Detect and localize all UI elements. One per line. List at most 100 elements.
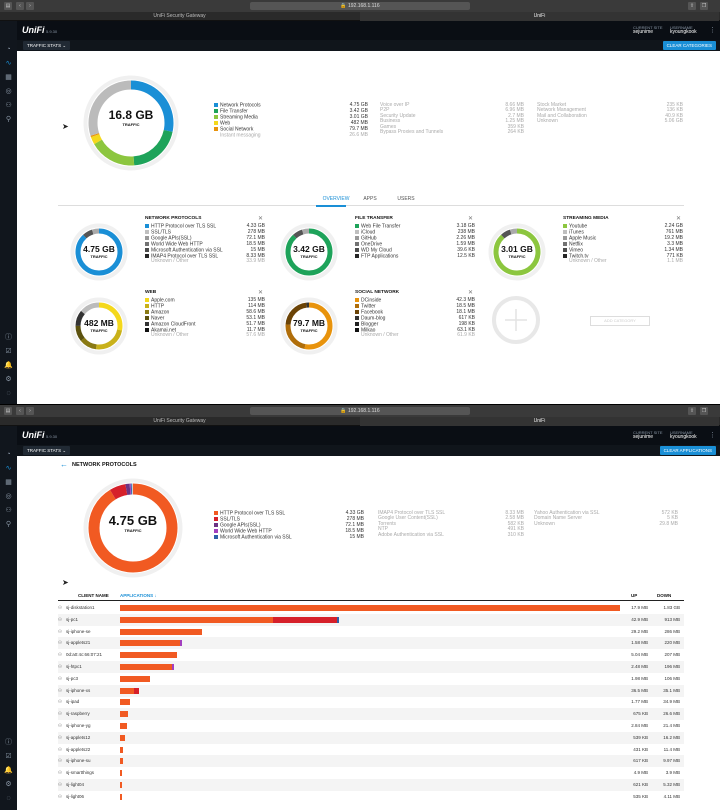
usage-bar[interactable]: [120, 616, 682, 623]
insights-icon[interactable]: ⚲: [5, 521, 12, 528]
legend-item[interactable]: iCloud 238 MB: [355, 229, 475, 236]
clients-icon[interactable]: ⚇: [5, 102, 12, 109]
usage-bar[interactable]: [120, 746, 682, 753]
user-menu[interactable]: USERNAME kyoungkook: [670, 25, 697, 35]
devices-icon[interactable]: ◎: [5, 493, 12, 500]
site-selector[interactable]: CURRENT SITE sejunime: [633, 430, 663, 440]
usage-bar[interactable]: [120, 664, 682, 670]
legend-item[interactable]: Network Management 136 KB: [537, 107, 683, 113]
client-cell[interactable]: ⚇ sj-diskstation1: [58, 605, 95, 611]
menu-icon[interactable]: ⋮: [709, 432, 716, 439]
stats-icon[interactable]: ∿: [5, 465, 12, 472]
events-icon[interactable]: ☑: [5, 348, 12, 355]
traffic-stats-dropdown[interactable]: TRAFFIC STATS ⌄: [23, 41, 71, 50]
usage-bar[interactable]: [120, 652, 682, 659]
legend-item[interactable]: Milkao 63.1 KB: [355, 327, 475, 334]
legend-item[interactable]: P2P 6.96 MB: [380, 107, 524, 113]
legend-item[interactable]: WD My Cloud 39.6 KB: [355, 247, 475, 254]
legend-item[interactable]: HTTP Protocol over TLS SSL 4.33 GB: [214, 510, 364, 517]
table-row[interactable]: ⚇ sj-light04 621 KB 5.32 MB: [58, 779, 684, 791]
tab-unifi[interactable]: UniFi: [360, 417, 719, 426]
legend-item[interactable]: Web 482 MB: [214, 120, 368, 127]
category-donut-chart[interactable]: [488, 223, 546, 281]
table-row[interactable]: ⚇ sj-pc3 1.98 MB 106 MB: [58, 673, 684, 685]
tabs-icon[interactable]: ❐: [700, 407, 708, 415]
legend-item[interactable]: Yahoo Authentication via SSL 572 KB: [534, 510, 678, 516]
menu-icon[interactable]: ⋮: [709, 27, 716, 34]
add-category-placeholder[interactable]: [490, 294, 542, 346]
table-row[interactable]: ⚇ sj-light06 535 KB 4.11 MB: [58, 791, 684, 803]
sidebar-icon[interactable]: ▤: [4, 2, 12, 10]
forward-icon[interactable]: ›: [26, 2, 34, 10]
tab-overview[interactable]: OVERVIEW: [322, 196, 350, 202]
usage-bar[interactable]: [120, 723, 682, 729]
settings-icon[interactable]: ⚙: [5, 781, 12, 788]
client-cell[interactable]: ⚇ sj-applets12: [58, 735, 90, 741]
legend-item[interactable]: Social Network 79.7 MB: [214, 126, 368, 133]
client-cell[interactable]: ⚇ 0d:a0:4c:66:07:21: [58, 652, 102, 658]
legend-item[interactable]: Naver 53.1 MB: [145, 315, 265, 322]
legend-item[interactable]: Google APIs(SSL) 72.1 MB: [145, 235, 265, 242]
settings-icon[interactable]: ⚙: [5, 376, 12, 383]
table-row[interactable]: ⚇ sj-iphone-xs 36.5 MB 35.1 MB: [58, 684, 684, 697]
usage-bar[interactable]: [120, 687, 682, 694]
client-cell[interactable]: ⚇ sj-iphone-xs: [58, 688, 90, 694]
client-cell[interactable]: ⚇ sj-iphone-su: [58, 758, 91, 764]
client-cell[interactable]: ⚇ sj-iphone-yg: [58, 723, 91, 729]
legend-item[interactable]: HTTP Protocol over TLS SSL 4.33 GB: [145, 223, 265, 230]
tab-apps[interactable]: APPS: [363, 196, 377, 202]
back-arrow-icon[interactable]: ←: [60, 460, 68, 469]
legend-item[interactable]: Vimeo 1.34 MB: [563, 247, 683, 254]
back-icon[interactable]: ‹: [16, 2, 24, 10]
user-menu[interactable]: USERNAME kyoungkook: [670, 430, 697, 440]
client-cell[interactable]: ⚇ sj-applets22: [58, 747, 90, 753]
legend-item[interactable]: Apple Music 19.2 MB: [563, 235, 683, 242]
table-row[interactable]: ⚇ 0d:a0:4c:66:07:21 5.04 MB 207 MB: [58, 649, 684, 661]
sidebar-icon[interactable]: ▤: [4, 407, 12, 415]
alerts-icon[interactable]: 🔔: [4, 767, 13, 774]
table-row[interactable]: ⚇ sj-applets21 1.58 MB 220 MB: [58, 637, 684, 650]
legend-item[interactable]: Web File Transfer 3.18 GB: [355, 223, 475, 230]
tabs-icon[interactable]: ❐: [700, 2, 708, 10]
col-client-name[interactable]: CLIENT NAME: [78, 593, 109, 598]
legend-item[interactable]: DCinside 42.3 MB: [355, 297, 475, 304]
legend-item[interactable]: World Wide Web HTTP 18.5 MB: [145, 241, 265, 248]
info-icon[interactable]: ⓘ: [5, 739, 12, 746]
legend-item[interactable]: SSL/TLS 278 MB: [214, 516, 364, 523]
legend-item[interactable]: HTTP 114 MB: [145, 303, 265, 310]
insights-icon[interactable]: ⚲: [5, 116, 12, 123]
legend-item[interactable]: Apple.com 135 MB: [145, 297, 265, 304]
legend-item[interactable]: Unknown 5.06 GB: [537, 118, 683, 124]
tab-users[interactable]: USERS: [397, 196, 415, 202]
table-row[interactable]: ⚇ sj-htpc1 2.48 MB 196 MB: [58, 661, 684, 673]
legend-item[interactable]: Bypass Proxies and Tunnels 264 KB: [380, 129, 524, 135]
legend-item[interactable]: Microsoft Authentication via SSL 15 MB: [214, 534, 364, 541]
usage-bar[interactable]: [120, 628, 682, 635]
legend-item[interactable]: NTP 491 KB: [378, 526, 524, 532]
legend-item[interactable]: Akamai.net 11.7 MB: [145, 327, 265, 334]
col-up[interactable]: UP: [631, 593, 638, 598]
add-category-button[interactable]: ADD CATEGORY: [590, 316, 650, 326]
client-cell[interactable]: ⚇ sj-smartthings: [58, 770, 94, 776]
dashboard-icon[interactable]: ◔: [6, 46, 11, 53]
table-row[interactable]: ⚇ sj-diskstation1 17.9 MB 1.83 GB: [58, 602, 684, 614]
legend-item[interactable]: Google User Content(SSL) 2.58 MB: [378, 515, 524, 521]
client-cell[interactable]: ⚇ sj-iphone-se: [58, 629, 91, 635]
clear-categories-button[interactable]: CLEAR CATEGORIES: [662, 41, 716, 50]
site-selector[interactable]: CURRENT SITE sejunime: [633, 25, 663, 35]
category-donut-chart[interactable]: [70, 223, 128, 281]
dashboard-icon[interactable]: ◔: [6, 451, 11, 458]
legend-item[interactable]: Twitter 18.5 MB: [355, 303, 475, 310]
usage-bar[interactable]: [120, 675, 682, 682]
table-row[interactable]: ⚇ sj-iphone-su 617 KB 9.97 MB: [58, 755, 684, 768]
legend-item[interactable]: Games 359 KB: [380, 124, 524, 130]
legend-item[interactable]: Amazon CloudFront 51.7 MB: [145, 321, 265, 328]
clients-icon[interactable]: ⚇: [5, 507, 12, 514]
usage-bar[interactable]: [120, 734, 682, 741]
usage-bar[interactable]: [120, 758, 682, 765]
legend-item[interactable]: Twitch.tv 771 KB: [563, 253, 683, 260]
legend-item[interactable]: Facebook 18.1 MB: [355, 309, 475, 316]
usage-bar[interactable]: [120, 699, 682, 706]
close-icon[interactable]: ✕: [258, 216, 264, 222]
category-donut-chart[interactable]: [280, 223, 338, 281]
